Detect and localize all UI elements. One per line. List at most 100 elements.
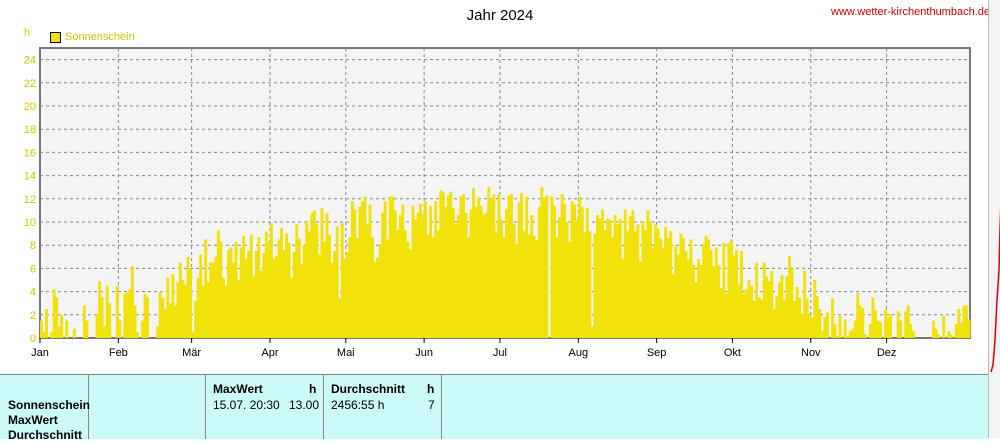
bar bbox=[285, 233, 289, 338]
bar bbox=[527, 234, 531, 338]
bar bbox=[899, 320, 903, 338]
bar bbox=[820, 331, 824, 338]
bar bbox=[338, 298, 342, 338]
y-tick-label: 24 bbox=[24, 55, 36, 67]
bar bbox=[833, 324, 837, 338]
bar bbox=[489, 199, 493, 338]
bar bbox=[507, 195, 511, 338]
bar bbox=[684, 251, 688, 338]
legend: Sonnenschein bbox=[50, 31, 135, 43]
bar bbox=[269, 223, 273, 338]
bar bbox=[752, 300, 756, 338]
x-tick-label: Jan bbox=[31, 347, 49, 359]
x-axis: Jan Feb Mär Apr Mai Jun Jul Aug Sep Okt Nov Dez bbox=[31, 338, 896, 359]
bar bbox=[353, 209, 357, 338]
y-tick-label: 16 bbox=[24, 147, 36, 159]
avg-header: Durchschnitt bbox=[331, 382, 406, 396]
bar bbox=[474, 206, 478, 338]
bar bbox=[937, 334, 941, 338]
bar bbox=[686, 259, 690, 338]
bar bbox=[57, 326, 61, 338]
bar bbox=[388, 196, 392, 338]
bar bbox=[800, 313, 804, 338]
avg-value: 7 bbox=[428, 398, 435, 412]
bar bbox=[487, 187, 491, 338]
stats-panel: Sonnenschein MaxWert Durchschnitt MaxWer… bbox=[0, 374, 988, 442]
bar bbox=[45, 309, 48, 338]
bar bbox=[330, 262, 334, 338]
bar bbox=[734, 249, 738, 338]
bar bbox=[750, 285, 754, 338]
bar bbox=[616, 224, 620, 338]
bar bbox=[593, 233, 597, 338]
bar bbox=[621, 259, 625, 338]
bar bbox=[613, 215, 617, 338]
bar bbox=[411, 205, 415, 338]
bar bbox=[755, 262, 759, 338]
bar bbox=[813, 280, 817, 338]
bar bbox=[459, 196, 463, 338]
bar bbox=[436, 230, 440, 338]
bar bbox=[717, 264, 721, 338]
bar bbox=[156, 326, 160, 338]
bar bbox=[366, 224, 369, 338]
bar bbox=[444, 206, 448, 338]
bar bbox=[421, 213, 425, 338]
bar bbox=[598, 218, 602, 338]
bar bbox=[745, 289, 749, 338]
bar bbox=[403, 230, 407, 338]
bar bbox=[815, 296, 819, 338]
bar bbox=[335, 226, 339, 338]
site-url[interactable]: www.wetter-kirchenthumbach.de bbox=[831, 6, 990, 18]
x-tick-label: Feb bbox=[109, 347, 128, 359]
bar bbox=[173, 305, 177, 338]
bar bbox=[277, 239, 281, 338]
x-tick-label: Mär bbox=[182, 347, 201, 359]
bar bbox=[843, 319, 847, 338]
bar bbox=[449, 191, 453, 338]
avg-total: 2456:55 h bbox=[331, 398, 385, 412]
bar bbox=[267, 242, 271, 338]
bar bbox=[603, 230, 607, 338]
bar bbox=[456, 215, 460, 338]
bar bbox=[343, 259, 347, 338]
bar bbox=[325, 212, 329, 338]
bar bbox=[836, 335, 839, 338]
scrollbar[interactable] bbox=[988, 0, 1000, 438]
bar bbox=[227, 249, 230, 338]
bar bbox=[350, 201, 354, 338]
bar bbox=[831, 298, 834, 338]
bar bbox=[130, 266, 134, 338]
bar bbox=[674, 245, 678, 338]
bar bbox=[848, 331, 852, 338]
sunshine-bars bbox=[40, 187, 971, 338]
bar bbox=[125, 292, 129, 338]
bar bbox=[633, 231, 637, 338]
bar bbox=[555, 237, 559, 338]
bar bbox=[777, 282, 781, 338]
bar bbox=[525, 196, 529, 338]
bar bbox=[851, 328, 855, 338]
bar bbox=[601, 209, 604, 338]
y-tick-label: 12 bbox=[24, 194, 36, 206]
bar bbox=[793, 300, 797, 338]
bar bbox=[540, 187, 544, 338]
bar bbox=[712, 266, 716, 338]
x-tick-label: Sep bbox=[647, 347, 667, 359]
bar bbox=[204, 239, 208, 338]
bar bbox=[181, 280, 185, 338]
bar bbox=[376, 257, 380, 338]
bar bbox=[434, 201, 438, 338]
bar bbox=[199, 254, 203, 338]
bar bbox=[967, 319, 971, 338]
bar bbox=[477, 197, 481, 338]
bar bbox=[158, 291, 162, 338]
bar bbox=[641, 220, 645, 338]
bar bbox=[742, 293, 746, 338]
bar bbox=[307, 231, 311, 338]
bar bbox=[133, 305, 137, 338]
bar bbox=[259, 270, 263, 338]
bar bbox=[52, 289, 56, 338]
bar bbox=[429, 205, 433, 338]
bar bbox=[772, 309, 776, 338]
